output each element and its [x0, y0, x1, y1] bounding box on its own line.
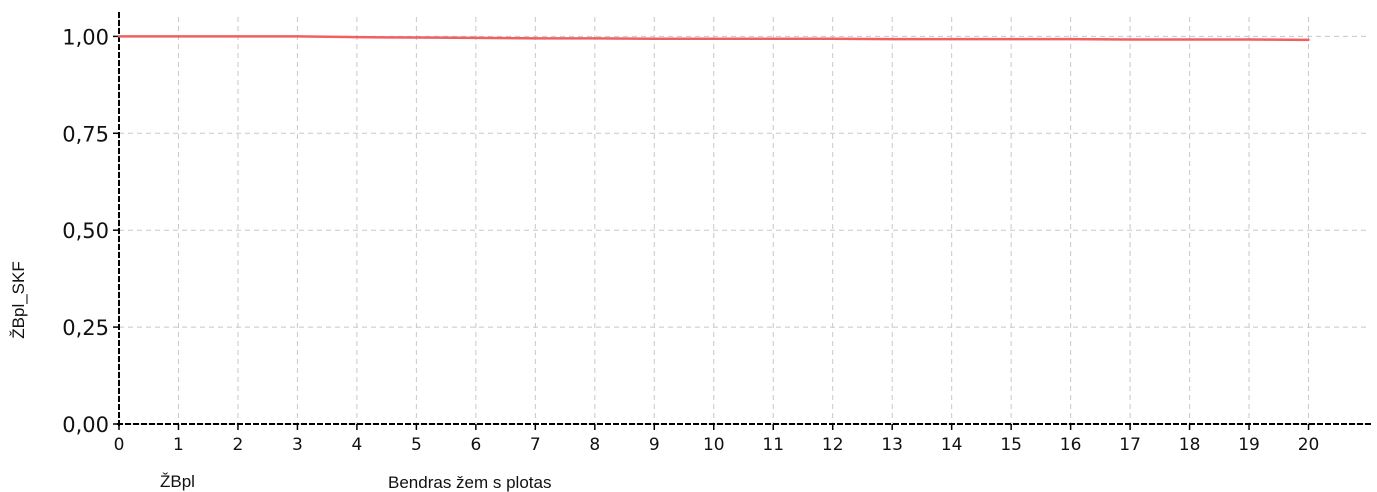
x-tick-label: 12 [822, 435, 844, 455]
y-tick-label: 0,75 [62, 122, 109, 146]
data-point [1307, 38, 1310, 42]
data-point [1188, 38, 1191, 41]
x-tick-label: 16 [1060, 435, 1082, 455]
y-tick-label: 0,25 [62, 316, 109, 340]
data-point [772, 37, 775, 40]
x-tick-label: 3 [292, 435, 303, 455]
y-tick-label: 0,50 [62, 219, 109, 243]
data-point [831, 37, 834, 40]
y-axis-ticks: 0,00 0,25 0,50 0,75 1,00 [62, 25, 119, 437]
data-point [593, 37, 597, 40]
data-point [474, 36, 478, 40]
x-tick-label: 10 [703, 435, 725, 455]
x-tick-label: 18 [1179, 435, 1201, 455]
data-point [355, 35, 359, 39]
x-tick-label: 0 [114, 435, 125, 455]
x-tick-label: 2 [233, 435, 244, 455]
data-point [236, 35, 240, 38]
x-axis-sublabel: ŽBpl [160, 472, 195, 491]
x-tick-label: 19 [1238, 435, 1260, 455]
x-tick-label: 9 [649, 435, 660, 455]
x-tick-label: 14 [941, 435, 963, 455]
x-tick-label: 11 [762, 435, 784, 455]
x-tick-label: 4 [351, 435, 362, 455]
data-point [415, 36, 418, 39]
y-axis-title: ŽBpl_SKF [9, 261, 28, 338]
x-tick-label: 5 [411, 435, 422, 455]
x-tick-label: 20 [1298, 435, 1320, 455]
grid-lines [118, 17, 1368, 425]
x-tick-label: 15 [1000, 435, 1022, 455]
y-tick-label: 1,00 [62, 25, 109, 49]
data-point [950, 37, 953, 41]
x-tick-label: 6 [470, 435, 481, 455]
x-axis-title: Bendras žem s plotas [388, 473, 551, 492]
data-point [712, 37, 715, 40]
data-point [1069, 37, 1072, 41]
x-tick-label: 13 [881, 435, 903, 455]
x-tick-label: 1 [173, 435, 184, 455]
data-point [1009, 37, 1013, 41]
x-tick-label: 7 [530, 435, 541, 455]
data-point [117, 35, 121, 38]
y-tick-label: 0,00 [62, 413, 109, 437]
x-axis-ticks: 0 1 2 3 4 5 6 7 8 9 10 11 12 13 14 15 16 17 18 19 20 [114, 424, 1320, 455]
series-layer [117, 35, 1310, 42]
data-point [1128, 38, 1132, 41]
data-point [890, 37, 894, 41]
data-point [534, 37, 537, 40]
x-tick-label: 8 [589, 435, 600, 455]
x-tick-label: 17 [1119, 435, 1141, 455]
data-point [296, 35, 299, 38]
axes [117, 12, 1372, 426]
data-point [177, 35, 180, 38]
data-point [1247, 38, 1251, 41]
data-point [653, 37, 656, 40]
